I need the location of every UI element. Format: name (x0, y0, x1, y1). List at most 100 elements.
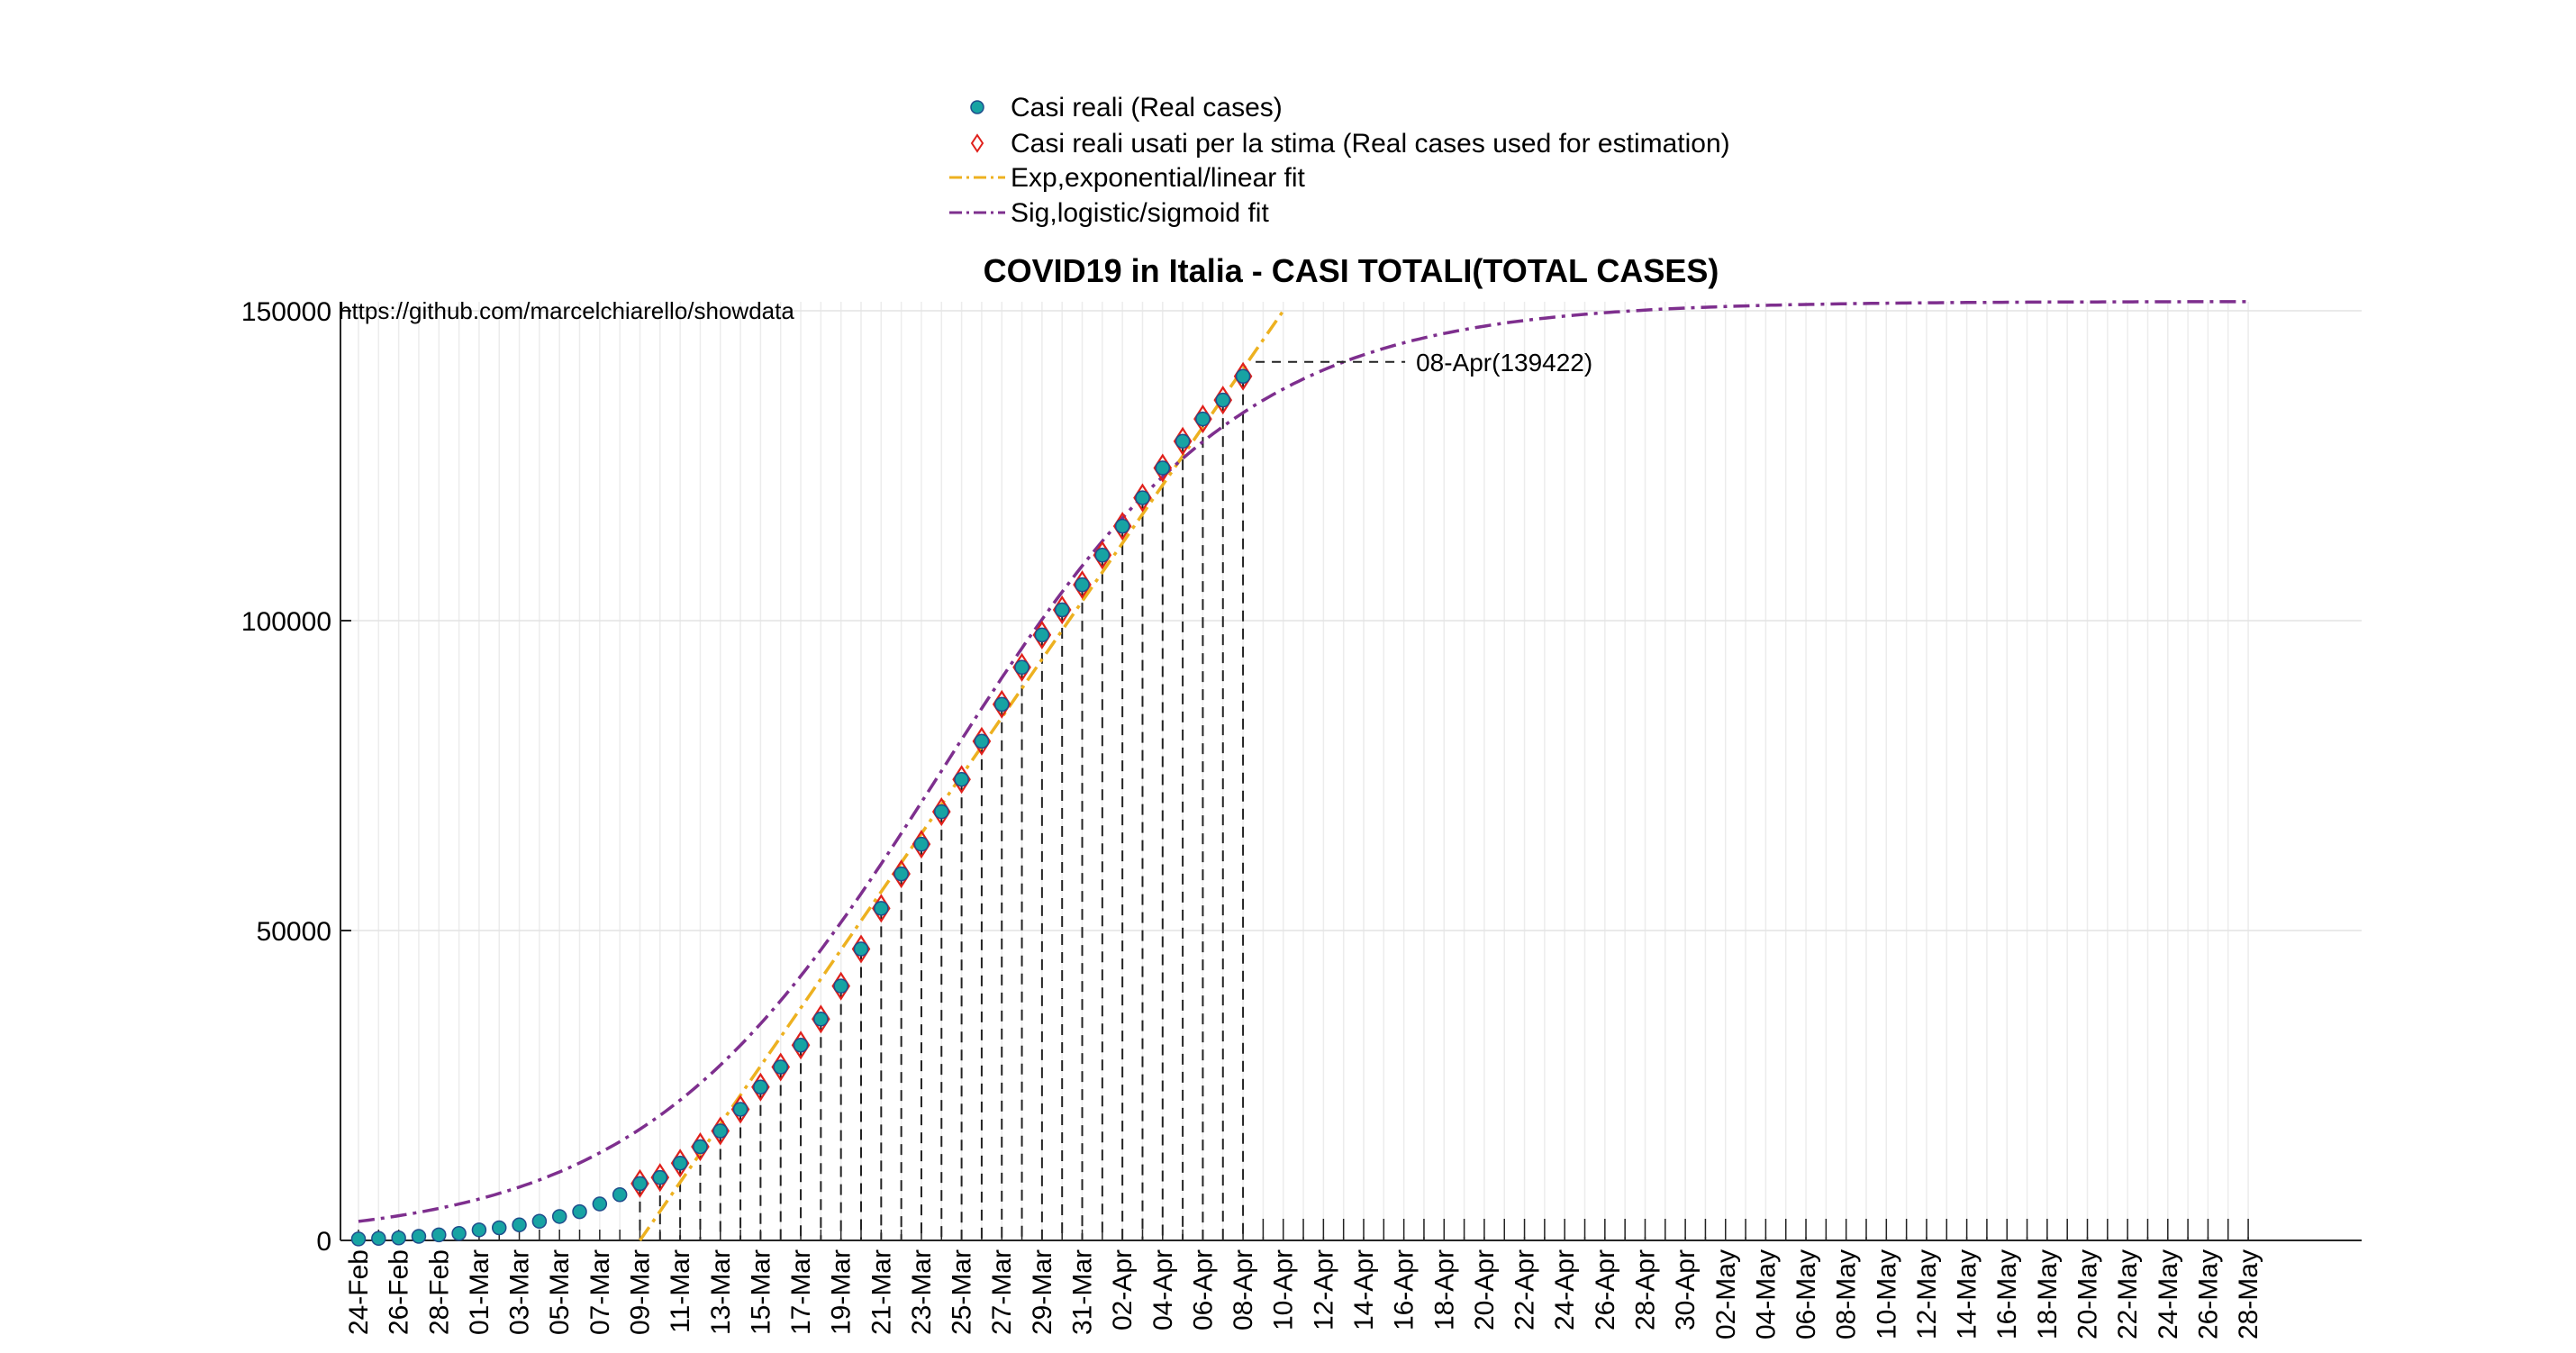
x-tick-label: 09-Mar (625, 1249, 655, 1335)
x-tick-label: 27-Mar (987, 1249, 1017, 1335)
real-case-marker (793, 1037, 809, 1053)
x-tick-label: 25-Mar (948, 1249, 977, 1335)
real-case-marker (572, 1203, 587, 1220)
real-case-marker (471, 1222, 487, 1238)
real-case-marker (773, 1059, 788, 1075)
y-tick-label: 50000 (257, 917, 331, 947)
x-tick-label: 19-Mar (827, 1249, 857, 1335)
x-tick-label: 16-Apr (1390, 1249, 1420, 1330)
y-tick-label: 150000 (241, 297, 331, 327)
x-tick-label: 24-May (2154, 1249, 2183, 1339)
x-tick-label: 26-Apr (1591, 1249, 1620, 1330)
axes (340, 302, 2362, 1241)
real-case-marker (732, 1102, 748, 1117)
real-case-marker (672, 1156, 688, 1171)
real-case-marker (1114, 518, 1130, 534)
real-case-marker (350, 1231, 367, 1247)
annotation-label: 08-Apr(139422) (1416, 349, 1592, 377)
x-tick-label: 18-Apr (1429, 1249, 1459, 1330)
real-case-marker (893, 866, 909, 882)
real-case-marker (592, 1196, 608, 1212)
real-case-marker (451, 1225, 467, 1241)
chart-title: COVID19 in Italia - CASI TOTALI(TOTAL CA… (984, 252, 1719, 289)
real-case-marker (632, 1176, 648, 1192)
real-case-marker (813, 1012, 829, 1027)
x-tick-label: 07-Mar (585, 1249, 615, 1335)
x-tick-label: 05-Mar (545, 1249, 575, 1335)
real-case-marker (1094, 548, 1111, 563)
x-tick-label: 16-May (1992, 1249, 2022, 1339)
x-tick-label: 08-Apr (1229, 1249, 1258, 1330)
real-case-marker (1215, 392, 1231, 408)
x-tick-label: 20-May (2073, 1249, 2103, 1339)
x-tick-label: 31-Mar (1068, 1249, 1098, 1335)
real-case-marker (753, 1079, 768, 1094)
real-case-marker (612, 1187, 628, 1203)
x-tick-label: 12-May (1912, 1249, 1942, 1339)
x-tick-label: 21-Mar (866, 1249, 896, 1335)
x-tick-label: 23-Mar (907, 1249, 937, 1335)
legend-label-real-cases: Casi reali (Real cases) (1011, 93, 1283, 123)
legend-icon-estimation-cases (970, 133, 984, 153)
annotation: 08-Apr(139422) (1256, 349, 1592, 377)
y-tick-label: 100000 (241, 607, 331, 637)
x-tick-label: 14-Apr (1349, 1249, 1379, 1330)
real-case-marker (913, 836, 930, 852)
real-case-marker (1075, 577, 1090, 593)
x-tick-label: 04-Apr (1148, 1249, 1178, 1330)
x-tick-label: 06-May (1791, 1249, 1821, 1339)
x-tick-label: 13-Mar (706, 1249, 736, 1335)
legend-label-exp-fit: Exp,exponential/linear fit (1011, 163, 1306, 193)
real-case-marker (1014, 659, 1029, 676)
real-case-marker (712, 1123, 729, 1139)
legend-icon-real-cases (970, 100, 984, 114)
real-case-marker (1155, 460, 1171, 476)
x-tick-label: 15-Mar (746, 1249, 776, 1335)
real-case-marker (1195, 411, 1211, 427)
real-case-marker (431, 1227, 447, 1243)
source-note: https://github.com/marcelchiarello/showd… (339, 297, 794, 324)
x-tick-label: 24-Apr (1550, 1249, 1580, 1330)
x-tick-label: 30-Apr (1671, 1249, 1701, 1330)
real-case-marker (551, 1209, 567, 1224)
x-tick-label: 26-Feb (385, 1249, 414, 1335)
real-case-marker (853, 941, 869, 957)
x-tick-label: 18-May (2033, 1249, 2063, 1339)
x-tick-label: 24-Feb (344, 1249, 374, 1335)
real-case-marker (391, 1230, 406, 1246)
x-tick-label: 10-Apr (1269, 1249, 1299, 1330)
real-case-marker (371, 1230, 386, 1247)
x-tick-label: 08-May (1832, 1249, 1862, 1339)
data-markers (350, 361, 1253, 1247)
y-tick-label: 0 (316, 1227, 331, 1257)
x-tick-label: 26-May (2193, 1249, 2223, 1339)
real-case-marker (993, 696, 1010, 713)
x-tick-label: 10-May (1872, 1249, 1901, 1339)
real-case-marker (874, 901, 889, 916)
real-case-marker (693, 1139, 708, 1155)
x-tick-label: 01-Mar (465, 1249, 494, 1335)
plot-area (340, 302, 2362, 1239)
real-case-marker (1175, 433, 1191, 449)
x-tick-label: 11-Mar (666, 1249, 695, 1333)
legend: Casi reali (Real cases) Casi reali usati… (949, 93, 1730, 228)
x-tick-label: 06-Apr (1188, 1249, 1218, 1330)
x-tick-label: 12-Apr (1309, 1249, 1338, 1330)
x-tick-label: 03-Mar (505, 1249, 535, 1335)
real-case-marker (512, 1217, 527, 1233)
x-tick-label: 28-Feb (424, 1249, 454, 1335)
x-tick-label: 02-Apr (1108, 1249, 1138, 1330)
real-case-marker (531, 1213, 548, 1229)
real-case-marker (411, 1229, 427, 1244)
real-case-marker (1135, 490, 1150, 505)
real-case-marker (974, 733, 990, 749)
real-case-marker (652, 1169, 668, 1185)
x-tick-label: 22-Apr (1510, 1249, 1540, 1330)
x-tick-label: 04-May (1751, 1249, 1781, 1339)
real-case-marker (833, 978, 848, 994)
x-tick-label: 22-May (2113, 1249, 2143, 1339)
real-case-marker (934, 804, 949, 820)
sigmoid-fit-line (358, 300, 2249, 1223)
x-tick-label: 17-Mar (786, 1249, 816, 1335)
